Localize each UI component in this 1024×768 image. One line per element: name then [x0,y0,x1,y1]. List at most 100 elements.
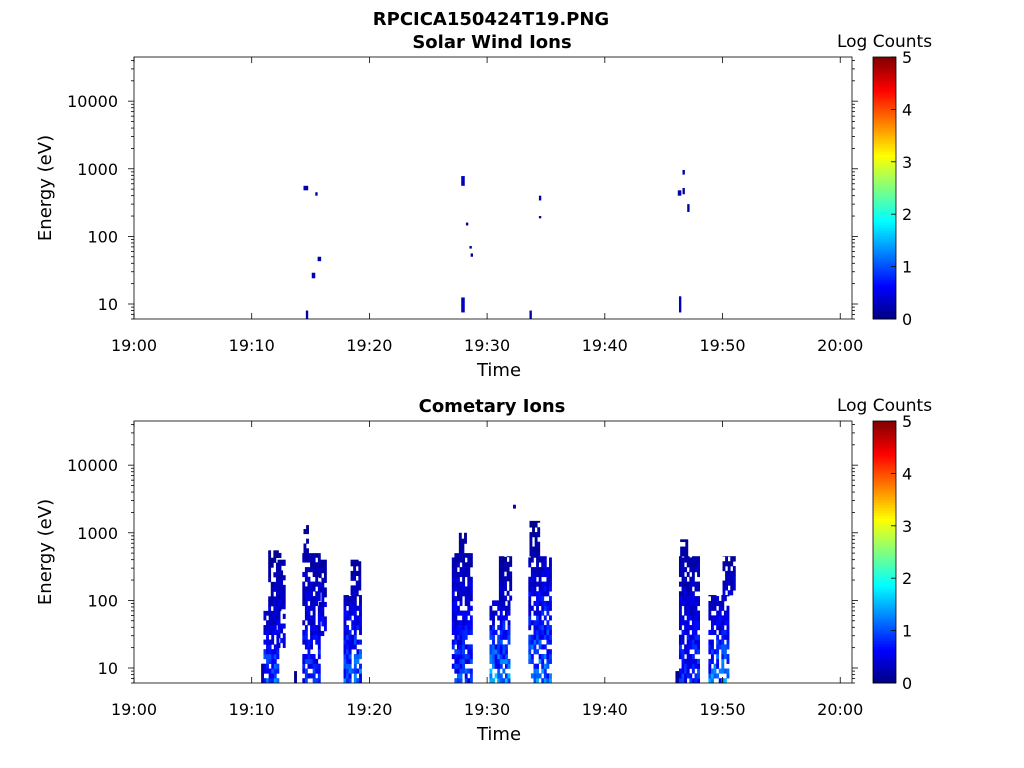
heatmap-cell [310,658,313,664]
colorbar-swatch [873,630,896,634]
heatmap-cell [315,639,319,645]
heatmap-cell [549,562,552,568]
heatmap-cell [504,581,507,587]
heatmap-cell [467,668,471,674]
heatmap-cell [323,592,327,598]
heatmap-cell [348,654,352,660]
heatmap-cell [691,567,695,573]
heatmap-cell [549,605,552,611]
colorbar-swatch [873,633,896,637]
heatmap-cell [678,556,682,558]
colorbar-swatch [873,256,896,260]
heatmap-cell [538,644,542,650]
heatmap-cell [307,605,311,611]
heatmap-cell [686,625,690,631]
heatmap-cell [708,615,712,621]
heatmap-cell [346,634,349,640]
heatmap-cell [348,634,352,640]
colorbar-swatch [873,596,896,600]
heatmap-cell [268,610,272,616]
heatmap-cell [549,629,552,636]
heatmap-cell [730,575,734,581]
heatmap-cell [459,634,463,640]
colorbar-swatch [873,544,896,548]
heatmap-cell [687,204,690,212]
heatmap-cell [276,639,280,645]
heatmap-cell [467,678,471,684]
heatmap-cell [459,581,463,587]
heatmap-cell [694,596,698,602]
heatmap-cell [533,625,537,631]
heatmap-cell [350,575,354,581]
heatmap-cell [721,629,725,636]
heatmap-cell [451,591,455,597]
heatmap-cell [353,668,357,674]
heatmap-cell [275,601,279,607]
heatmap-cell [462,571,466,578]
heatmap-cell [459,629,463,636]
colorbar-swatch [873,169,896,173]
heatmap-cell [686,629,690,636]
heatmap-cell [538,654,542,660]
heatmap-cell [684,581,688,587]
heatmap-cell [268,596,272,602]
heatmap-cell [533,567,537,573]
heatmap-cell [718,610,722,616]
heatmap-cell [546,581,550,587]
heatmap-cell [489,678,493,684]
heatmap-cell [351,595,355,597]
heatmap-cell [261,663,265,669]
colorbar-swatch [873,620,896,624]
y-tick-label: 10000 [67,92,118,111]
heatmap-cell [708,605,712,611]
heatmap-cell [346,668,349,674]
heatmap-cell [686,557,690,563]
colorbar-swatch [873,431,896,435]
colorbar-swatch [873,520,896,524]
heatmap-cell [307,649,311,655]
heatmap-cell [504,595,507,601]
heatmap-cell [315,634,319,640]
colorbar-swatch [873,261,896,265]
heatmap-cell [710,654,714,660]
heatmap-cell [271,673,275,679]
heatmap-cell [528,586,532,592]
heatmap-cell [351,600,355,607]
heatmap-cell [697,571,700,578]
heatmap-cell [538,591,542,597]
heatmap-cell [268,644,272,650]
heatmap-cell [358,561,362,567]
colorbar-swatch [873,575,896,579]
heatmap-cell [681,557,685,563]
heatmap-cell [276,654,280,660]
heatmap-cell [356,649,360,655]
heatmap-cell [689,673,693,679]
heatmap-cell [261,678,265,684]
heatmap-cell [691,596,695,602]
panel-title: Solar Wind Ions [412,32,571,53]
heatmap-cell [462,562,466,568]
heatmap-cell [513,504,516,509]
heatmap-cell [506,566,510,572]
heatmap-cell [277,580,281,586]
heatmap-cell [546,600,550,607]
heatmap-cell [273,572,277,578]
colorbar-swatch [873,515,896,519]
heatmap-cell [469,586,473,592]
heatmap-cell [682,546,686,552]
heatmap-cell [464,654,468,660]
heatmap-cell [273,581,277,588]
heatmap-cell [710,600,714,607]
colorbar-swatch [873,250,896,254]
heatmap-cell [353,615,357,621]
heatmap-cell [467,644,471,650]
colorbar-swatch [873,67,896,71]
heatmap-cell [718,668,722,674]
heatmap-cell [343,610,347,616]
colorbar-swatch [873,70,896,74]
heatmap-cell [454,600,458,607]
heatmap-cell [498,561,502,567]
heatmap-cell [721,595,725,597]
heatmap-cell [454,571,458,578]
